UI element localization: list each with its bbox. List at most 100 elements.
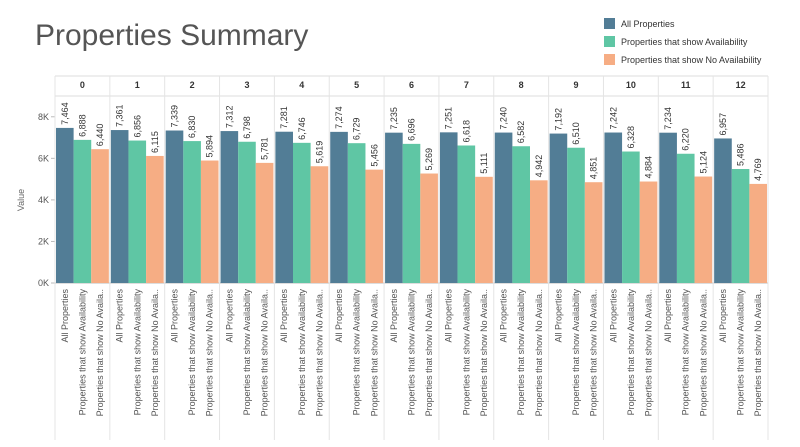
legend-label: Properties that show No Availability: [621, 55, 762, 65]
data-label: 6,115: [150, 131, 160, 153]
data-label: 6,856: [132, 115, 142, 138]
bar: [549, 133, 568, 283]
bar: [512, 146, 530, 283]
y-tick-label: 8K: [38, 112, 49, 122]
data-label: 7,361: [115, 105, 125, 128]
data-label: 6,888: [77, 114, 87, 137]
x-tick-label: Properties that show Availability: [352, 289, 362, 416]
panel-header: 7: [464, 80, 469, 90]
x-tick-label: Properties that show Availability: [626, 289, 636, 416]
x-tick-label: All Properties: [389, 289, 399, 343]
data-label: 6,220: [681, 128, 691, 151]
bar: [567, 147, 585, 283]
x-tick-label: Properties that show No Availa..: [150, 289, 160, 416]
data-label: 7,464: [60, 102, 70, 125]
y-tick-label: 2K: [38, 236, 49, 246]
bar: [402, 143, 421, 283]
data-label: 6,582: [516, 121, 526, 144]
bar: [146, 155, 164, 283]
panel-header: 8: [519, 80, 524, 90]
x-tick-label: Properties that show No Availa..: [369, 289, 379, 416]
bar: [365, 169, 384, 283]
x-tick-label: Properties that show Availability: [77, 289, 87, 416]
data-label: 4,942: [534, 155, 544, 178]
x-tick-label: All Properties: [115, 289, 125, 343]
x-tick-label: All Properties: [553, 289, 563, 343]
data-label: 5,781: [260, 137, 270, 160]
data-label: 7,274: [334, 106, 344, 129]
x-tick-label: Properties that show Availability: [736, 289, 746, 416]
bar: [275, 131, 293, 283]
bar: [694, 176, 713, 283]
panel-header: 10: [626, 80, 636, 90]
bar: [238, 141, 256, 283]
data-label: 5,456: [369, 144, 379, 167]
x-tick-label: Properties that show Availability: [132, 289, 142, 416]
bar: [639, 181, 658, 283]
bar: [293, 142, 311, 283]
bar: [385, 132, 403, 283]
panel-header: 3: [244, 80, 249, 90]
x-tick-label: Properties that show No Availa..: [95, 289, 105, 416]
data-label: 6,729: [352, 118, 362, 141]
data-label: 4,884: [644, 156, 654, 179]
legend-label: Properties that show Availability: [621, 37, 748, 47]
bar: [494, 132, 513, 283]
bar: [475, 176, 493, 283]
x-tick-label: All Properties: [608, 289, 618, 343]
bar: [73, 139, 92, 283]
x-tick-label: Properties that show No Availa..: [479, 289, 489, 416]
bar: [220, 131, 239, 283]
bar: [731, 169, 750, 283]
data-label: 7,240: [499, 107, 509, 130]
x-tick-label: Properties that show Availability: [297, 289, 307, 416]
legend-swatch: [604, 18, 615, 29]
y-tick-label: 4K: [38, 195, 49, 205]
x-tick-label: All Properties: [60, 289, 70, 343]
panel-header: 2: [190, 80, 195, 90]
data-label: 6,696: [407, 118, 417, 141]
data-label: 5,486: [736, 143, 746, 166]
x-tick-label: Properties that show No Availa..: [534, 289, 544, 416]
x-tick-label: Properties that show Availability: [407, 289, 417, 416]
x-tick-label: All Properties: [499, 289, 509, 343]
panel-header: 1: [135, 80, 140, 90]
bar: [56, 127, 74, 283]
panel-header: 12: [736, 80, 746, 90]
bar: [200, 160, 219, 283]
panel-header: 6: [409, 80, 414, 90]
x-tick-label: All Properties: [663, 289, 673, 343]
data-label: 6,510: [571, 122, 581, 145]
legend-swatch: [604, 36, 615, 47]
x-tick-label: All Properties: [224, 289, 234, 343]
bar: [110, 130, 129, 283]
x-tick-label: Properties that show No Availa..: [260, 289, 270, 416]
x-tick-label: All Properties: [279, 289, 289, 343]
data-label: 6,328: [626, 126, 636, 149]
bar: [714, 138, 732, 283]
y-tick-label: 6K: [38, 153, 49, 163]
panel-header: 11: [681, 80, 691, 90]
bar: [439, 132, 458, 283]
data-label: 7,234: [663, 107, 673, 130]
bar: [584, 182, 603, 283]
panel-header: 4: [299, 80, 304, 90]
bar: [91, 149, 109, 283]
data-label: 6,440: [95, 124, 105, 147]
bar: [183, 141, 201, 283]
x-tick-label: Properties that show Availability: [681, 289, 691, 416]
bar: [310, 166, 329, 283]
bar: [530, 180, 548, 283]
bar: [128, 140, 147, 283]
x-tick-label: Properties that show No Availa..: [205, 289, 215, 416]
bar: [676, 153, 695, 283]
data-label: 6,830: [187, 116, 197, 139]
data-label: 7,281: [279, 106, 289, 129]
x-tick-label: Properties that show Availability: [461, 289, 471, 416]
data-label: 7,312: [224, 106, 234, 129]
data-label: 5,269: [424, 148, 434, 171]
bar: [420, 173, 438, 283]
x-tick-label: Properties that show Availability: [516, 289, 526, 416]
bar: [604, 132, 623, 283]
